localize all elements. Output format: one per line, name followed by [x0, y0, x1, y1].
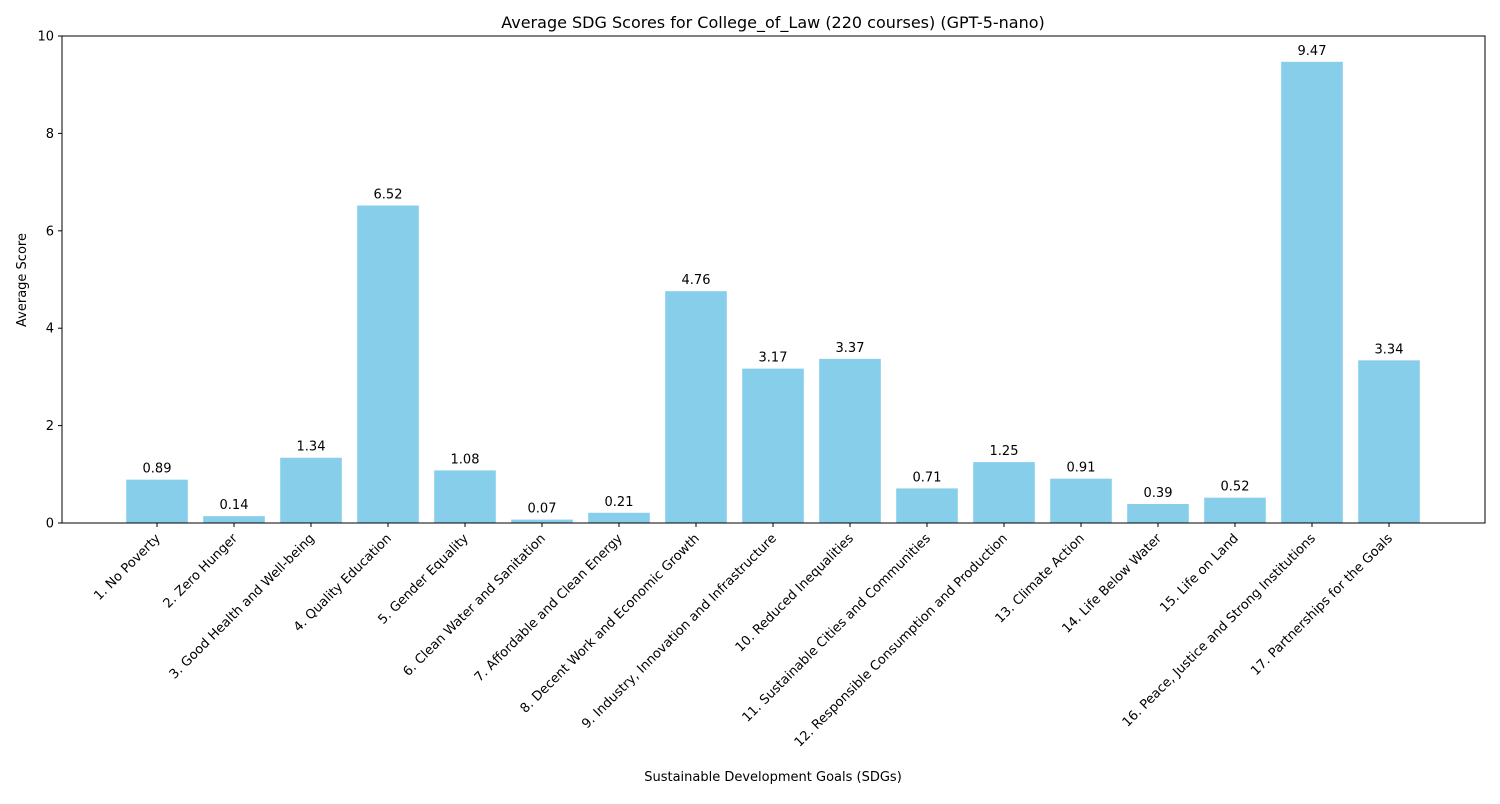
x-tick-label: 15. Life on Land [1157, 531, 1241, 615]
y-tick-label: 0 [46, 517, 54, 532]
y-tick-label: 6 [46, 224, 54, 239]
bar-value-label: 0.21 [605, 495, 634, 510]
bar-value-label: 3.37 [836, 341, 865, 356]
bar [203, 516, 265, 523]
x-axis-label: Sustainable Development Goals (SDGs) [644, 770, 902, 785]
bar [588, 512, 650, 523]
bar [1204, 497, 1266, 523]
bar-value-label: 0.39 [1144, 486, 1173, 501]
bar-value-label: 1.25 [990, 444, 1019, 459]
bar [819, 358, 881, 523]
bar [665, 291, 727, 523]
bar [1127, 504, 1189, 523]
bar [280, 457, 342, 523]
bar [896, 488, 958, 523]
bar [126, 479, 188, 523]
chart-title: Average SDG Scores for College_of_Law (2… [501, 13, 1045, 33]
bar-value-label: 0.07 [528, 502, 557, 517]
bar-value-label: 3.34 [1375, 342, 1404, 357]
y-axis: 0 2 4 6 8 10 [37, 30, 62, 532]
bar [1281, 61, 1343, 524]
bar-value-label: 9.47 [1298, 44, 1327, 59]
bar [973, 462, 1035, 524]
bar [434, 470, 496, 523]
bar-value-label: 0.91 [1067, 461, 1096, 476]
bar [1358, 360, 1420, 523]
bar-value-label: 0.14 [220, 498, 249, 513]
bar-value-label: 0.71 [913, 470, 942, 485]
bar-value-label: 6.52 [374, 187, 403, 202]
bar [742, 368, 804, 523]
x-tick-label: 17. Partnerships for the Goals [1248, 531, 1396, 679]
x-tick-label: 8. Decent Work and Economic Growth [518, 531, 703, 716]
bars-group [126, 61, 1420, 524]
value-labels-group: 0.89 0.14 1.34 6.52 1.08 0.07 0.21 4.76 3.17 3.37… [143, 44, 1404, 517]
bar-value-label: 3.17 [759, 351, 788, 366]
bar-value-label: 0.89 [143, 462, 172, 477]
x-tick-label: 3. Good Health and Well-being [167, 531, 318, 682]
y-tick-label: 4 [46, 322, 54, 337]
bar-value-label: 1.08 [451, 452, 480, 467]
x-tick-label: 6. Clean Water and Sanitation [401, 531, 549, 679]
y-tick-label: 8 [46, 127, 54, 142]
y-tick-label: 2 [46, 419, 54, 434]
bar-value-label: 4.76 [682, 273, 711, 288]
bar [1050, 478, 1112, 523]
x-tick-label: 2. Zero Hunger [161, 531, 242, 612]
x-tick-label: 7. Affordable and Clean Energy [472, 531, 626, 685]
bar-value-label: 1.34 [297, 440, 326, 455]
bar [511, 519, 573, 523]
x-tick-label: 1. No Poverty [91, 531, 164, 604]
bar [357, 205, 419, 524]
y-tick-label: 10 [37, 30, 54, 45]
y-axis-label: Average Score [15, 233, 30, 327]
bar-value-label: 0.52 [1221, 480, 1250, 495]
